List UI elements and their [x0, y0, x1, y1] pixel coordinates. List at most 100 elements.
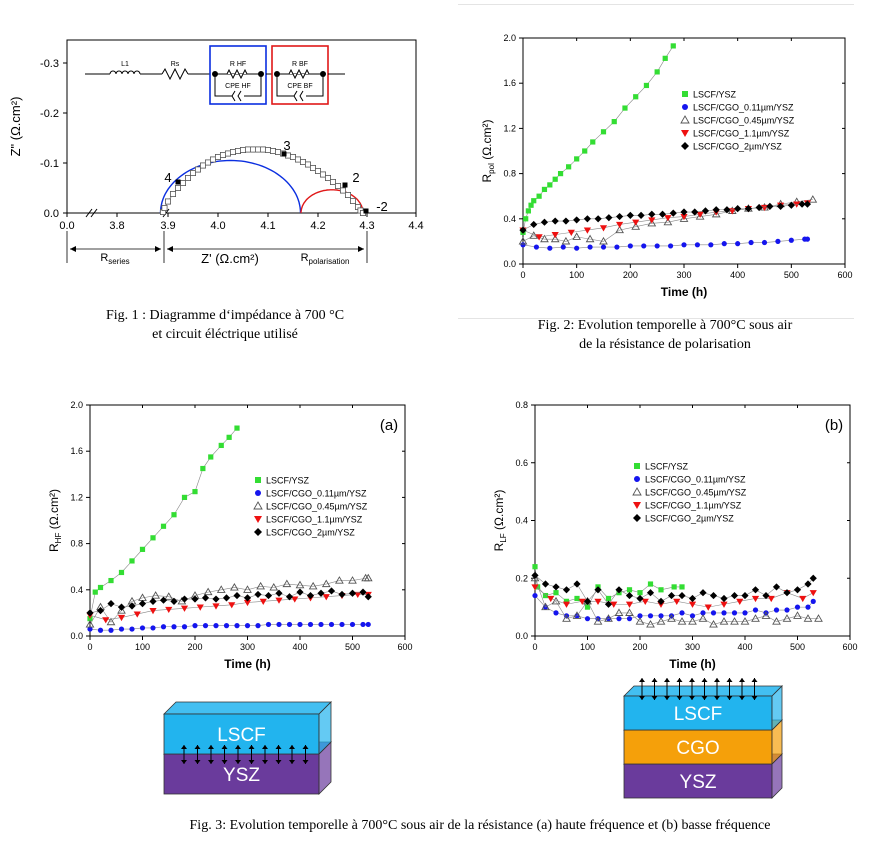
- x-tick-label: 500: [345, 642, 360, 652]
- data-point: [344, 191, 351, 198]
- data-point: [254, 590, 262, 599]
- data-point: [553, 590, 559, 596]
- x-axis-label: Z' (Ω.cm²): [201, 251, 259, 266]
- data-point: [139, 625, 146, 631]
- r-series-label: Rseries: [100, 252, 129, 266]
- y-tick-label: -0.1: [40, 158, 59, 170]
- data-point: [658, 613, 664, 619]
- y-axis-label: RLF (Ω.cm²): [492, 490, 508, 552]
- arrow-head: [155, 246, 161, 252]
- data-point: [540, 234, 549, 243]
- x-tick-label: 0: [87, 642, 92, 652]
- data-point: [108, 627, 114, 633]
- data-point: [594, 215, 602, 223]
- data-point: [590, 139, 596, 145]
- data-point: [794, 604, 801, 610]
- data-point: [540, 218, 549, 226]
- series-line: [534, 578, 819, 625]
- freq-label: 3: [283, 138, 290, 153]
- arrow-head: [751, 678, 758, 682]
- legend-label: LSCF/CGO_2µm/YSZ: [266, 528, 355, 538]
- series-line: [534, 595, 814, 619]
- data-point: [184, 174, 191, 181]
- data-point: [97, 584, 104, 591]
- x-tick-label: 300: [685, 642, 700, 652]
- data-point: [304, 161, 311, 168]
- data-point: [648, 210, 656, 218]
- plot-frame: [66, 39, 417, 214]
- data-point: [695, 212, 705, 220]
- fig3-caption-line: Fig. 3: Evolution temporelle à 700°C sou…: [189, 818, 771, 833]
- freq-marker: [175, 179, 181, 185]
- data-point: [223, 623, 230, 629]
- x-tick-label: 200: [187, 642, 202, 652]
- lscf-layer-label: LSCF: [217, 725, 266, 746]
- data-point: [805, 604, 811, 610]
- legend-marker: [682, 104, 688, 110]
- fig1-caption-line2: et circuit éléctrique utilisé: [152, 327, 298, 342]
- data-point: [328, 621, 335, 628]
- bf-box: [271, 45, 329, 105]
- data-point: [679, 610, 685, 616]
- data-point: [532, 564, 538, 570]
- data-point: [647, 218, 657, 227]
- data-point: [562, 217, 570, 225]
- x-tick-label: 100: [135, 642, 150, 652]
- series-line: [534, 566, 682, 608]
- series-line: [522, 45, 674, 233]
- series-line: [89, 624, 369, 631]
- data-point: [348, 576, 357, 584]
- x-tick-label: 300: [240, 642, 255, 652]
- data-point: [696, 211, 704, 218]
- rlf-chart: 0 100 200 300 400 500 600 0.0 0.2 0.4 0.6 0.8 Time (…: [492, 400, 858, 671]
- data-point: [647, 613, 654, 619]
- y-tick-label: 0.8: [503, 169, 516, 179]
- data-point: [773, 607, 780, 613]
- data-point: [275, 597, 283, 604]
- y-tick-label: -0.3: [40, 58, 59, 70]
- data-point: [633, 94, 639, 100]
- data-point: [566, 164, 572, 170]
- r-pol-label: Rpolarisation: [301, 252, 350, 266]
- cgo-layer-front-face: [623, 729, 773, 765]
- data-point: [625, 601, 634, 608]
- data-point: [222, 594, 231, 602]
- data-point: [585, 234, 595, 243]
- data-point: [234, 148, 241, 155]
- data-point: [667, 243, 674, 249]
- data-point: [264, 591, 273, 600]
- data-point: [239, 147, 246, 154]
- data-point: [530, 573, 540, 582]
- x-tick-label: 500: [790, 642, 805, 652]
- data-point: [611, 119, 617, 125]
- data-point: [704, 604, 712, 611]
- axis-break-mark: [85, 208, 93, 218]
- data-point: [772, 617, 781, 625]
- data-point: [169, 190, 176, 197]
- data-point: [677, 617, 687, 625]
- data-point: [636, 594, 644, 603]
- data-point: [139, 546, 146, 552]
- data-point: [761, 239, 768, 246]
- bf-resistor: [288, 68, 310, 80]
- data-point: [600, 129, 607, 135]
- data-point: [730, 617, 739, 625]
- arrow-head: [739, 696, 745, 700]
- data-point: [731, 610, 738, 616]
- arrow-head: [701, 678, 708, 682]
- arrow-head: [275, 745, 282, 749]
- data-point: [803, 200, 812, 208]
- data-point: [363, 573, 373, 582]
- data-point: [339, 187, 346, 194]
- data-point: [784, 607, 790, 613]
- inductor-symbol: [109, 70, 141, 75]
- schematic-b: YSZ CGO LSCF: [623, 678, 783, 799]
- arrow-head: [689, 696, 695, 700]
- data-point: [599, 225, 608, 232]
- data-point: [803, 614, 813, 622]
- data-point: [799, 595, 807, 603]
- data-point: [192, 623, 198, 629]
- data-point: [736, 598, 744, 605]
- x-tick-label: 200: [632, 642, 647, 652]
- data-point: [809, 574, 817, 582]
